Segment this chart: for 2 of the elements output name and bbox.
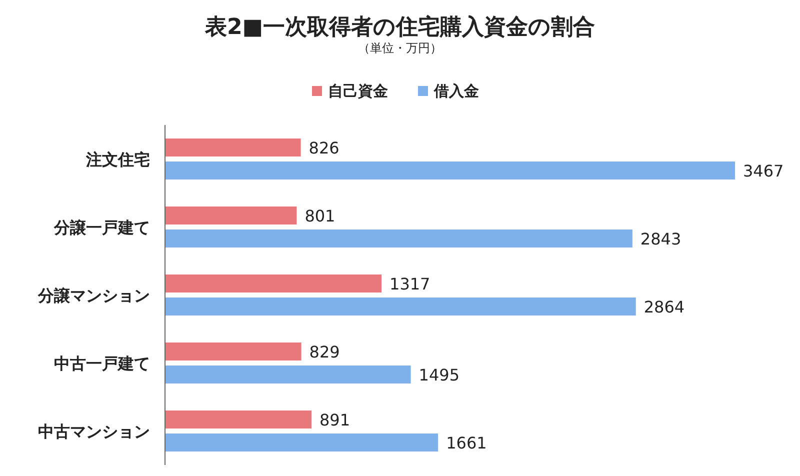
subtitle: （単位・万円） xyxy=(358,41,442,55)
title: 表2■一次取得者の住宅購入資金の割合 xyxy=(204,15,596,40)
